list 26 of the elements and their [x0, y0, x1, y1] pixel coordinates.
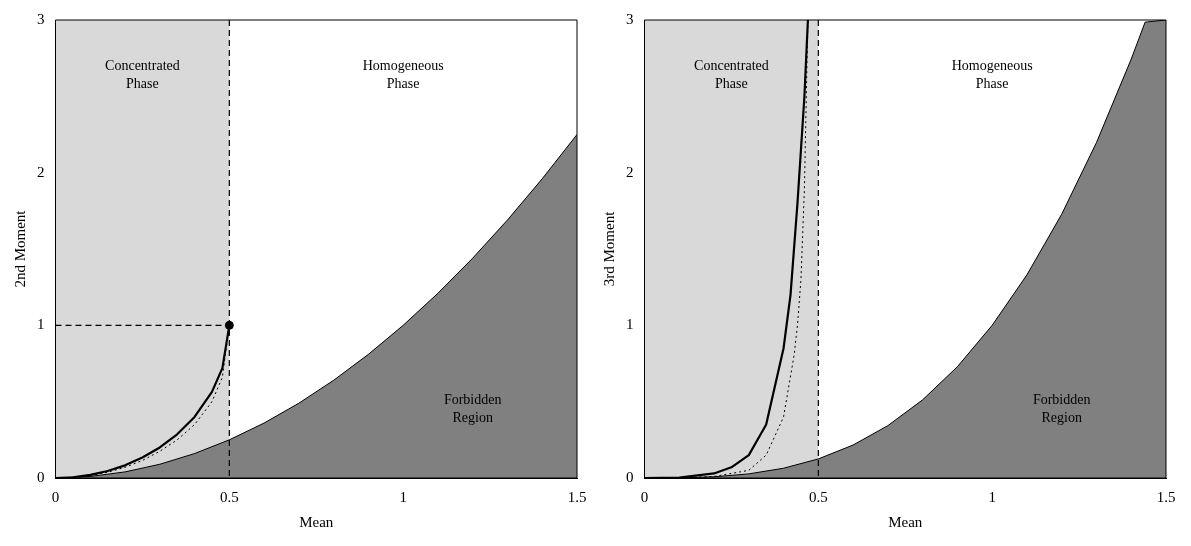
y-axis-title: 2nd Moment [11, 209, 28, 288]
x-tick-label: 0.5 [219, 488, 239, 505]
band-label: Concentrated Phase [694, 57, 769, 91]
x-tick-label: 1 [399, 488, 407, 505]
x-axis-title: Mean [299, 513, 334, 530]
x-axis-title: Mean [888, 513, 923, 530]
x-tick-label: 0 [51, 488, 60, 505]
annotation: Homogeneous Phase [951, 57, 1033, 91]
y-tick-label: 3 [626, 10, 634, 27]
y-tick-label: 2 [626, 163, 634, 180]
x-tick-label: 0 [640, 488, 649, 505]
x-tick-label: 1.5 [567, 488, 587, 505]
y-tick-label: 2 [37, 163, 45, 180]
y-axis-title: 3rd Moment [600, 210, 617, 287]
y-tick-label: 3 [37, 10, 45, 27]
series-label: Forbidden Region [443, 391, 502, 425]
y-tick-label: 0 [626, 468, 634, 485]
series-label: Forbidden Region [1032, 391, 1091, 425]
x-tick-label: 1.5 [1156, 488, 1176, 505]
y-tick-label: 1 [37, 316, 45, 333]
y-tick-label: 0 [37, 468, 45, 485]
y-tick-label: 1 [626, 316, 634, 333]
x-tick-label: 1 [988, 488, 996, 505]
x-tick-label: 0.5 [808, 488, 828, 505]
band-label: Concentrated Phase [105, 57, 180, 91]
annotation: Homogeneous Phase [362, 57, 444, 91]
